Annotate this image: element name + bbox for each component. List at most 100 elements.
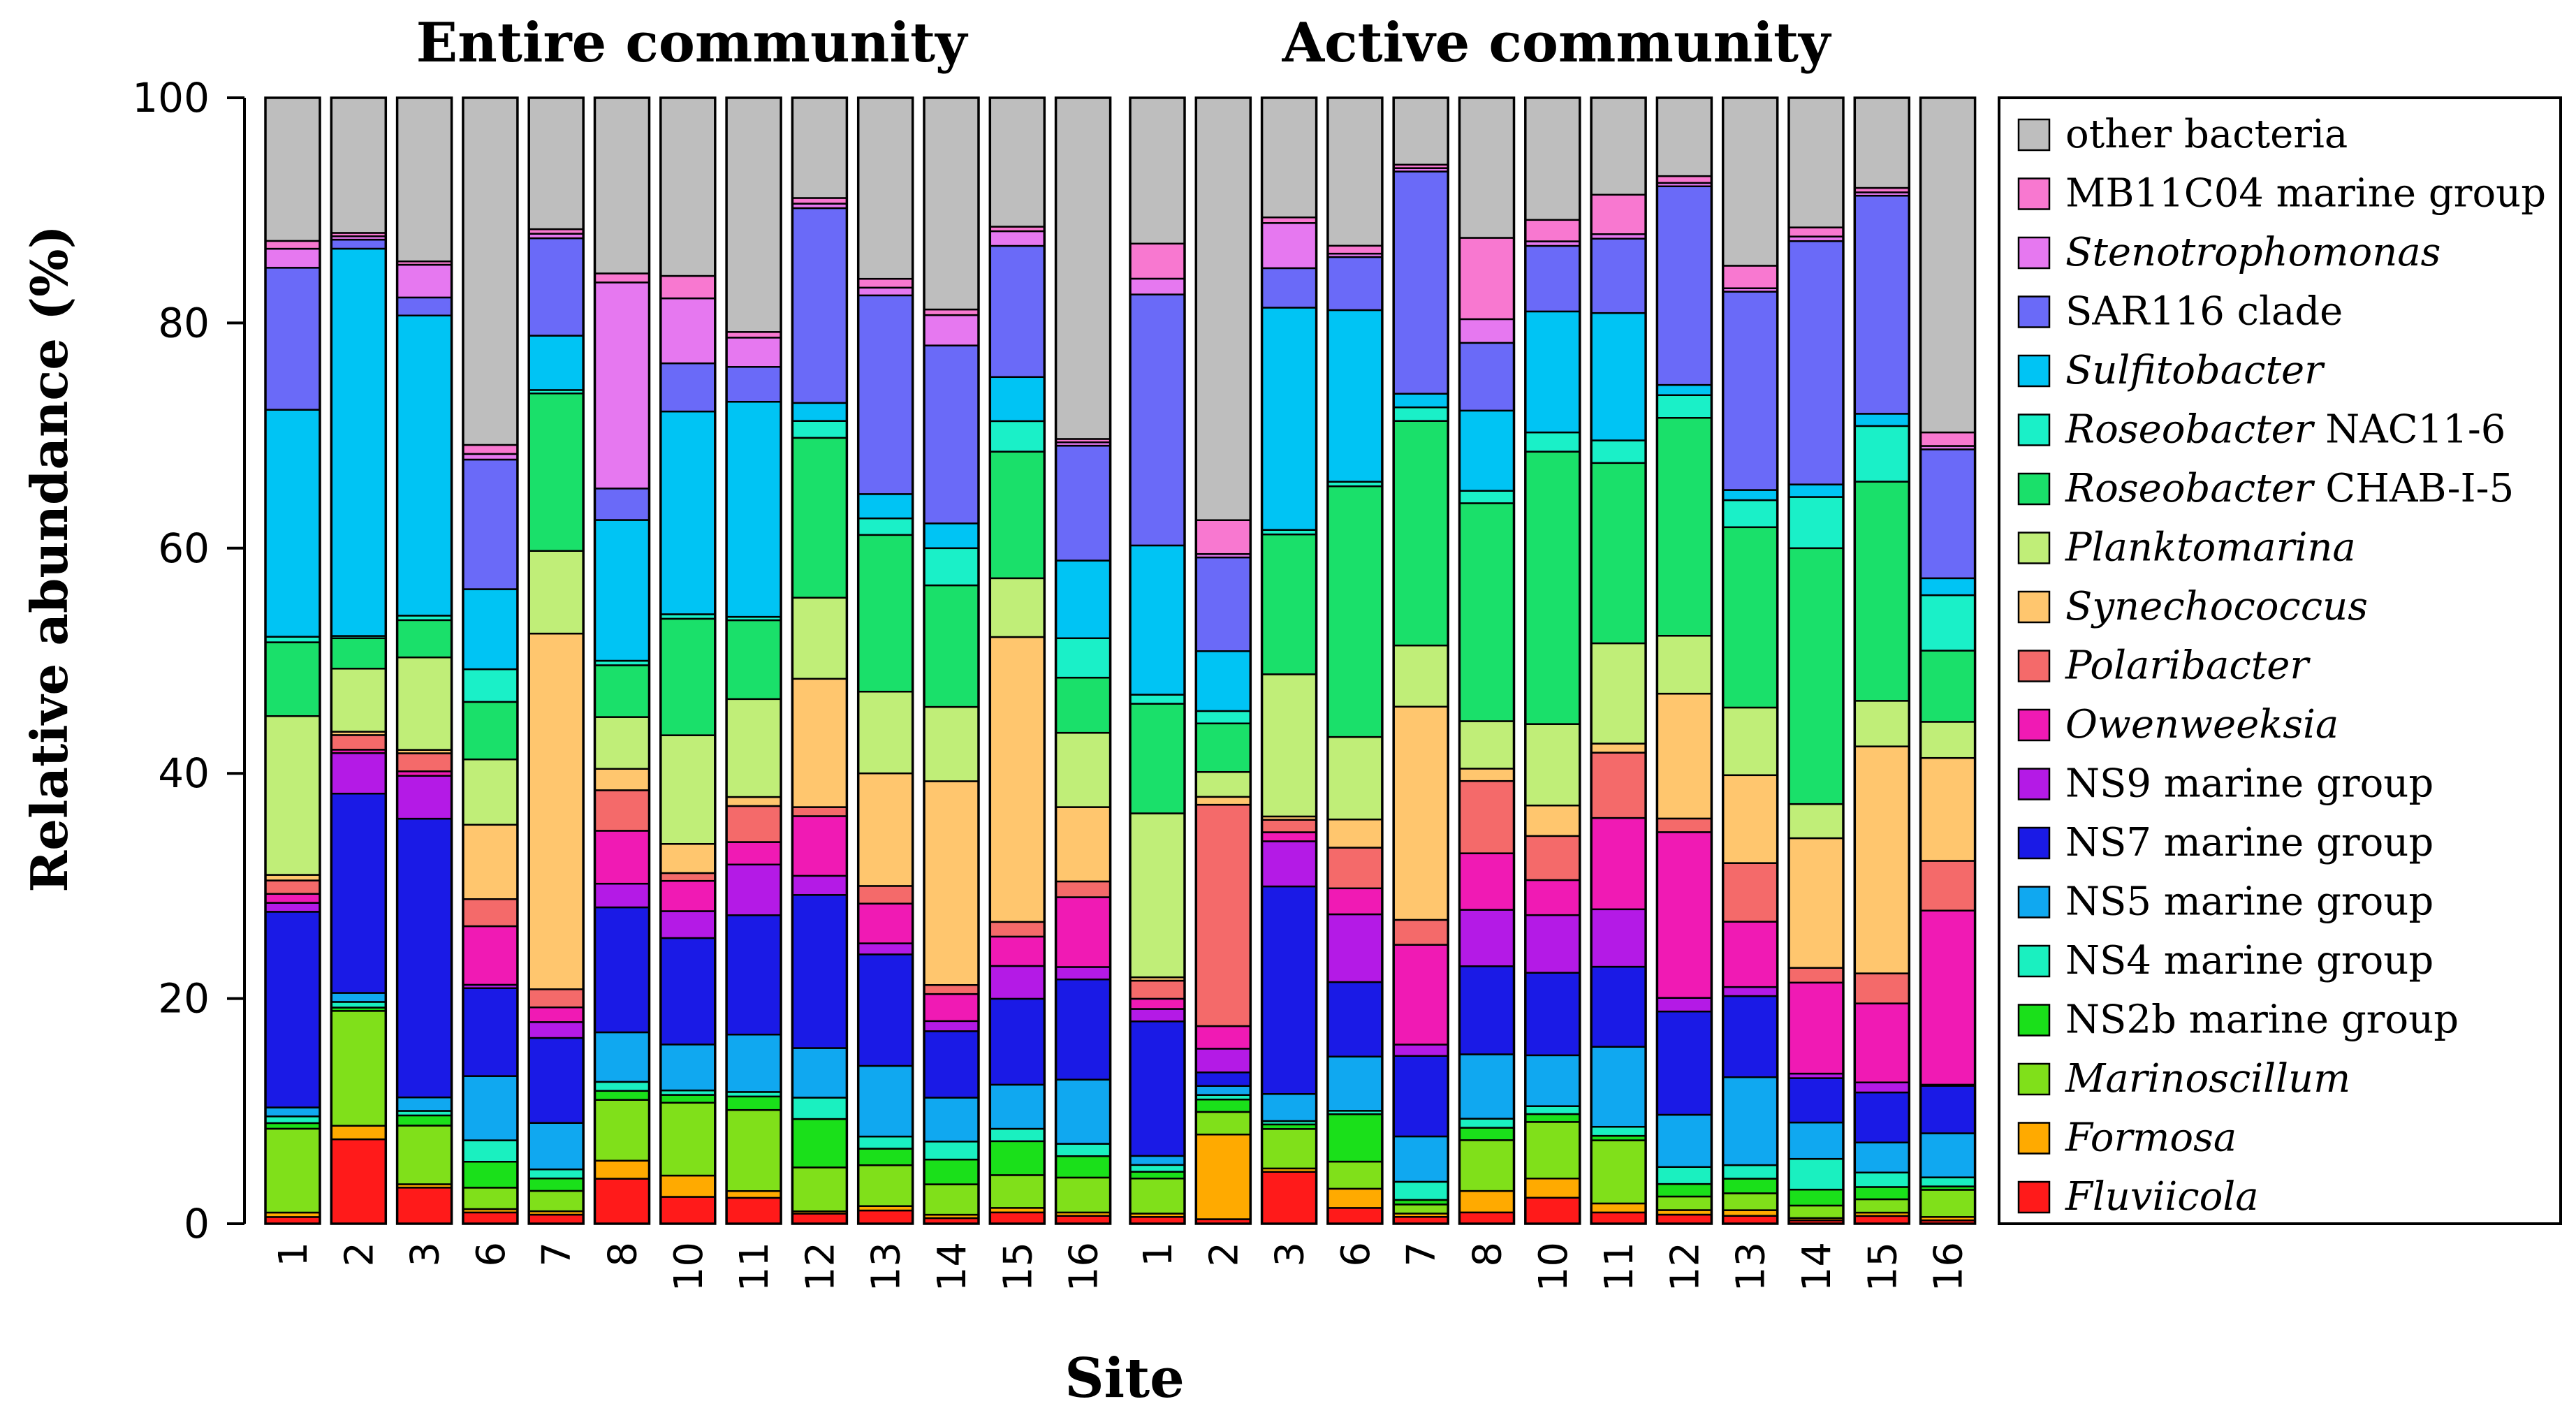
bar-segment <box>857 772 914 887</box>
bar-segment <box>396 817 453 1099</box>
bar-segment <box>462 458 519 590</box>
bar-segment <box>1524 1178 1581 1199</box>
bar-segment <box>1195 1134 1252 1220</box>
bar-segment <box>857 517 914 536</box>
bar-segment <box>396 96 453 263</box>
bar-segment <box>1722 995 1778 1078</box>
bar-segment <box>1055 1143 1111 1157</box>
bar-stack <box>1919 96 1977 1225</box>
legend-entry: Marinoscillum <box>2065 1056 2350 1101</box>
bar-segment <box>989 636 1046 923</box>
bar-segment <box>1524 1196 1581 1225</box>
bar-segment <box>725 796 782 807</box>
legend-entry: Sulfitobacter <box>2065 348 2325 393</box>
bar-segment <box>1392 1203 1449 1215</box>
bar-segment <box>1919 96 1976 434</box>
bar-segment <box>1854 1002 1910 1083</box>
legend-swatch <box>2017 886 2051 918</box>
bar-segment <box>659 96 717 277</box>
bar-segment <box>791 874 848 896</box>
bar-segment <box>989 1083 1046 1130</box>
bar-segment <box>1261 673 1317 818</box>
bar-segment <box>791 806 848 817</box>
bar-segment <box>462 1211 519 1225</box>
bar-segment <box>1787 240 1845 485</box>
bar-segment <box>1392 420 1449 647</box>
bar-segment <box>1195 650 1252 712</box>
bar-segment <box>791 402 848 422</box>
bar-segment <box>330 752 387 795</box>
bar-segment <box>1458 1127 1515 1141</box>
bar-segment <box>594 1090 650 1101</box>
bar-segment <box>527 393 585 552</box>
bar-segment <box>1055 559 1111 640</box>
bar-segment <box>725 1095 782 1111</box>
bar-segment <box>462 1075 519 1141</box>
bar-segment <box>1326 96 1384 247</box>
bar-segment <box>1326 735 1384 821</box>
legend-entry: Synechococcus <box>2065 584 2368 629</box>
x-axis-label: Site <box>1064 1347 1185 1410</box>
bar-segment <box>527 96 585 230</box>
bar-segment <box>594 882 650 909</box>
bar-segment <box>1195 796 1252 806</box>
bar-stack <box>395 96 453 1225</box>
bar-segment <box>1656 1166 1713 1185</box>
bar-segment <box>659 879 717 912</box>
bar-segment <box>1722 986 1778 997</box>
bar-segment <box>791 1166 848 1213</box>
bar-segment <box>791 894 848 1049</box>
bar-segment <box>1854 700 1910 747</box>
bar-segment <box>1195 771 1252 798</box>
bar-stack <box>1194 96 1252 1225</box>
bar-segment <box>1055 96 1111 440</box>
legend-swatch <box>2017 236 2051 270</box>
bar-segment <box>1195 1025 1252 1050</box>
bar-segment <box>1055 1155 1111 1179</box>
bar-segment <box>330 238 387 250</box>
bar-segment <box>1590 817 1647 911</box>
bar-segment <box>1195 1071 1252 1087</box>
x-tick-label: 8 <box>601 1242 646 1267</box>
bar-segment <box>923 984 980 995</box>
bar-segment <box>1722 1076 1778 1166</box>
bar-segment <box>659 937 717 1046</box>
bar-segment <box>1787 981 1845 1075</box>
bar-segment <box>857 953 914 1067</box>
bar-segment <box>396 775 453 820</box>
x-tick-label: 6 <box>1333 1242 1379 1267</box>
bar-segment <box>594 1159 650 1180</box>
x-tick-label: 16 <box>1062 1242 1107 1291</box>
legend-swatch <box>2017 826 2051 860</box>
bar-segment <box>659 1196 717 1225</box>
legend-entry: SAR116 clade <box>2065 289 2343 335</box>
bar-segment <box>396 1125 453 1185</box>
bar-segment <box>791 678 848 808</box>
bar-segment <box>1392 944 1449 1046</box>
bar-segment <box>594 906 650 1034</box>
legend-entry: Planktomarina <box>2065 525 2356 571</box>
bar-segment <box>1656 1010 1713 1116</box>
bar-stack <box>1787 96 1845 1225</box>
bar-segment <box>1919 431 1976 447</box>
bar-segment <box>1722 1178 1778 1194</box>
x-ticks: 1 2 3 6 7 8 10 11 12 13 14 15 16 1 2 3 6 7 8 10 11 12 13 14 15 16 <box>271 1242 1972 1291</box>
bar-segment <box>1656 692 1713 820</box>
bar-segment <box>462 925 519 986</box>
bar-segment <box>1854 1141 1910 1173</box>
bar-segment <box>1590 462 1647 645</box>
bar-segment <box>1261 819 1317 833</box>
bar-outline <box>527 96 585 1225</box>
bar-segment <box>1524 244 1581 313</box>
x-tick-label: 12 <box>1662 1242 1708 1291</box>
bar-segment <box>1919 756 1976 862</box>
bar-segment <box>527 237 585 337</box>
bar-segment <box>1129 1178 1186 1215</box>
bar-segment <box>1919 1085 1976 1134</box>
bar-segment <box>1787 226 1845 237</box>
bar-outline <box>725 96 782 1225</box>
x-tick-label: 13 <box>1729 1242 1774 1291</box>
bar-segment <box>1656 817 1713 833</box>
legend-swatch <box>2017 532 2051 564</box>
